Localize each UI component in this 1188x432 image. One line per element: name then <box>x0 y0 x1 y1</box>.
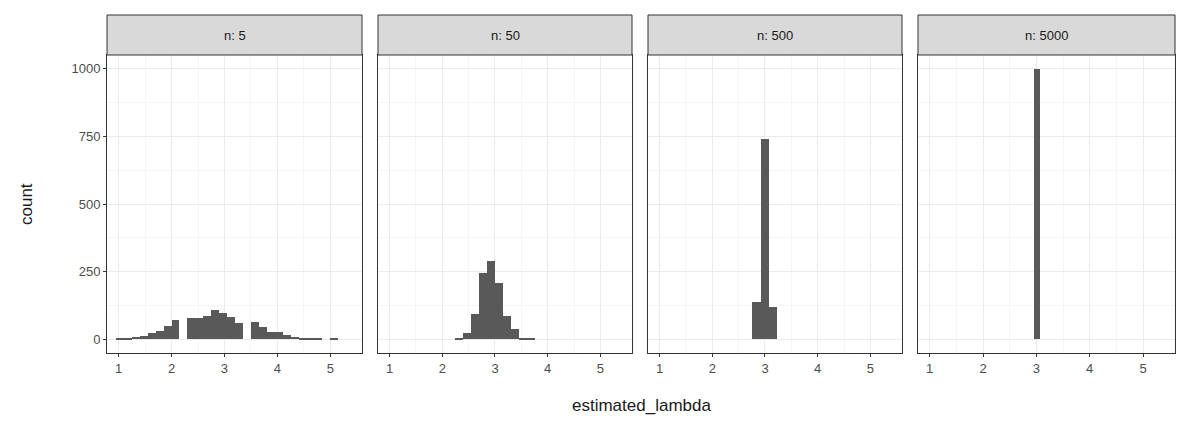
svg-text:250: 250 <box>79 264 101 279</box>
svg-text:n: 50: n: 50 <box>491 28 520 43</box>
svg-text:2: 2 <box>979 361 986 376</box>
svg-text:5: 5 <box>1139 361 1146 376</box>
svg-text:3: 3 <box>221 361 228 376</box>
svg-text:2: 2 <box>709 361 716 376</box>
svg-text:5: 5 <box>327 361 334 376</box>
svg-text:4: 4 <box>274 361 281 376</box>
svg-text:1: 1 <box>386 361 393 376</box>
svg-text:4: 4 <box>1086 361 1093 376</box>
svg-text:1: 1 <box>656 361 663 376</box>
svg-text:count: count <box>17 183 36 225</box>
svg-text:4: 4 <box>814 361 821 376</box>
svg-text:4: 4 <box>544 361 551 376</box>
svg-text:3: 3 <box>491 361 498 376</box>
svg-text:500: 500 <box>79 197 101 212</box>
svg-text:1000: 1000 <box>71 61 100 76</box>
svg-text:1: 1 <box>926 361 933 376</box>
svg-text:estimated_lambda: estimated_lambda <box>572 396 711 415</box>
svg-text:3: 3 <box>1033 361 1040 376</box>
svg-text:n: 5000: n: 5000 <box>1025 28 1068 43</box>
svg-text:3: 3 <box>761 361 768 376</box>
svg-text:5: 5 <box>597 361 604 376</box>
svg-text:1: 1 <box>115 361 122 376</box>
svg-text:750: 750 <box>79 129 101 144</box>
svg-text:2: 2 <box>439 361 446 376</box>
svg-text:0: 0 <box>93 332 100 347</box>
svg-text:n: 500: n: 500 <box>757 28 793 43</box>
svg-text:2: 2 <box>168 361 175 376</box>
svg-text:n: 5: n: 5 <box>224 28 246 43</box>
svg-text:5: 5 <box>867 361 874 376</box>
